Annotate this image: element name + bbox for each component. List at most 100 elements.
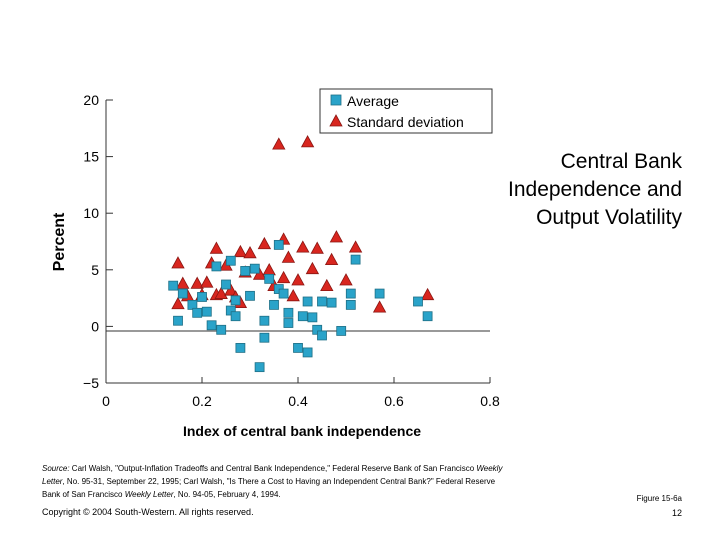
y-tick-label: 15 xyxy=(83,149,99,165)
source-publication-1: Weekly Letter xyxy=(42,464,503,486)
average-point xyxy=(317,296,327,307)
slide-title-line-2: Independence and xyxy=(508,178,682,201)
source-label: Source: xyxy=(42,464,70,473)
source-text-b: , No. 95-31, September 22, 1995; Carl Wa… xyxy=(42,477,496,499)
stddev-point xyxy=(252,267,267,280)
average-point xyxy=(168,280,179,291)
average-point xyxy=(422,311,433,322)
average-point xyxy=(293,343,303,353)
page-number: 12 xyxy=(671,508,682,518)
x-tick-label: 0.4 xyxy=(288,393,308,409)
legend: Average Standard deviation xyxy=(319,88,493,134)
stddev-point xyxy=(262,262,276,276)
legend-stddev-marker xyxy=(329,114,343,127)
y-tick-label: 5 xyxy=(91,262,99,278)
stddev-point xyxy=(281,250,296,263)
average-point xyxy=(297,311,308,322)
slide-title: Central Bank Independence and Output Vol… xyxy=(422,148,682,232)
stddev-point xyxy=(300,135,315,148)
stddev-point xyxy=(329,230,344,243)
stddev-point xyxy=(339,273,353,286)
x-tick-label: 0.8 xyxy=(480,393,500,409)
stddev-point xyxy=(171,296,185,310)
slide-title-line-1: Central Bank xyxy=(560,150,682,173)
average-point xyxy=(235,343,246,353)
average-point xyxy=(177,288,188,299)
stddev-point xyxy=(276,270,291,284)
y-tick-label: 20 xyxy=(83,92,99,108)
average-point xyxy=(326,297,337,308)
average-point xyxy=(302,296,313,307)
average-point xyxy=(197,292,207,302)
stddev-point xyxy=(372,300,387,313)
stddev-point xyxy=(320,278,334,292)
stddev-point xyxy=(324,252,339,266)
stddev-point xyxy=(209,241,224,254)
stddev-point xyxy=(310,241,324,254)
stddev-point xyxy=(176,276,190,289)
average-point xyxy=(230,311,241,322)
stddev-point xyxy=(190,276,204,289)
stddev-point xyxy=(291,273,305,286)
average-point xyxy=(264,273,275,284)
average-point xyxy=(278,288,289,299)
average-point xyxy=(345,288,356,299)
x-tick-label: 0 xyxy=(102,393,110,409)
stddev-point xyxy=(233,244,248,258)
average-point xyxy=(240,266,251,276)
average-point xyxy=(273,239,284,250)
average-point xyxy=(206,320,217,331)
y-tick-label: 10 xyxy=(83,205,99,221)
stddev-point xyxy=(296,240,310,253)
legend-box xyxy=(319,88,493,134)
stddev-point xyxy=(214,286,228,299)
figure-label: Figure 15-6a xyxy=(636,494,682,503)
average-point xyxy=(230,295,241,306)
average-point xyxy=(221,279,231,290)
copyright-text: Copyright © 2004 South-Western. All righ… xyxy=(42,507,254,517)
stddev-point xyxy=(171,256,185,269)
average-point xyxy=(283,307,294,318)
average-point xyxy=(374,288,385,299)
source-note: Source: Carl Walsh, "Output-Inflation Tr… xyxy=(42,462,512,501)
average-point xyxy=(249,263,260,274)
stddev-point xyxy=(348,240,363,253)
stddev-point xyxy=(305,261,320,275)
average-point xyxy=(254,362,265,373)
source-publication-2: Weekly Letter xyxy=(124,490,174,499)
y-tick-label: −5 xyxy=(83,375,99,391)
legend-stddev-label: Standard deviation xyxy=(347,114,464,130)
source-text-c: , No. 94-05, February 4, 1994. xyxy=(173,490,281,499)
y-axis-label: Percent xyxy=(51,212,68,271)
average-point xyxy=(245,290,255,301)
stddev-point xyxy=(243,245,257,259)
average-point xyxy=(192,307,203,318)
y-tick-label: 0 xyxy=(91,318,99,334)
source-text-a: Carl Walsh, "Output-Inflation Tradeoffs … xyxy=(69,464,477,473)
average-point xyxy=(269,299,279,310)
legend-average-marker xyxy=(330,94,342,106)
stddev-point xyxy=(272,137,286,150)
average-point xyxy=(201,306,212,317)
average-point xyxy=(259,332,270,343)
average-point xyxy=(317,330,327,341)
x-tick-label: 0.2 xyxy=(192,393,212,409)
slide-title-line-3: Output Volatility xyxy=(536,206,682,229)
x-tick-label: 0.6 xyxy=(384,393,404,409)
average-point xyxy=(336,326,347,336)
average-point xyxy=(225,255,236,266)
average-point xyxy=(283,318,294,328)
average-point xyxy=(259,315,270,326)
stddev-point xyxy=(420,287,435,301)
average-point xyxy=(211,261,222,272)
average-point xyxy=(350,254,361,265)
average-point xyxy=(302,347,313,358)
stddev-point xyxy=(200,275,214,288)
x-axis-label: Index of central bank independence xyxy=(183,423,421,439)
stddev-point xyxy=(224,283,238,296)
stddev-point xyxy=(286,289,300,302)
legend-average-label: Average xyxy=(347,93,399,109)
average-point xyxy=(307,312,318,323)
average-point xyxy=(413,296,423,307)
